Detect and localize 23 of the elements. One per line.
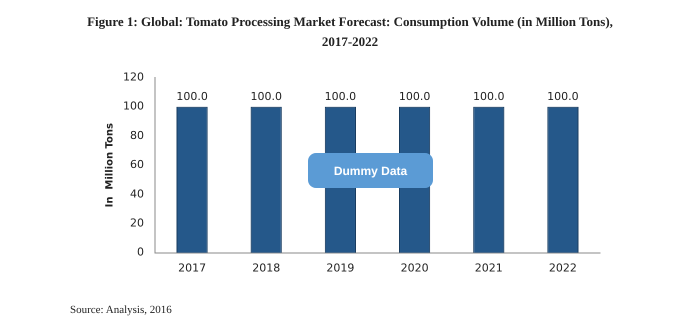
y-tick-label: 60 [130,158,144,172]
x-tick-label: 2022 [548,261,577,274]
y-tick-label: 40 [130,187,144,200]
callout-box: Dummy Data [308,153,433,188]
x-tick-label: 2021 [474,261,503,274]
data-label: 100.0 [547,90,579,104]
data-label: 100.0 [324,90,356,104]
data-label: 100.0 [176,90,208,104]
y-tick-label: 100 [122,100,144,113]
data-label: 100.0 [398,90,430,104]
y-tick-label: 80 [130,128,144,142]
x-tick-label: 2020 [400,261,429,274]
y-tick-label: 20 [130,216,144,230]
source-note: Source: Analysis, 2016 [70,304,172,316]
data-label: 100.0 [250,90,282,104]
y-tick-label: 0 [136,246,144,259]
y-axis-title: In Million Tons [104,122,116,208]
x-tick-label: 2017 [178,261,206,274]
data-label: 100.0 [473,90,504,104]
chart-title: Figure 1: Global: Tomato Processing Market Forecast: Consumption Volume (in Million Tons), 2017-2022 [86,13,614,51]
x-tick-label: 2018 [252,261,280,274]
x-tick-label: 2019 [326,261,354,274]
y-tick-label: 120 [122,70,144,84]
